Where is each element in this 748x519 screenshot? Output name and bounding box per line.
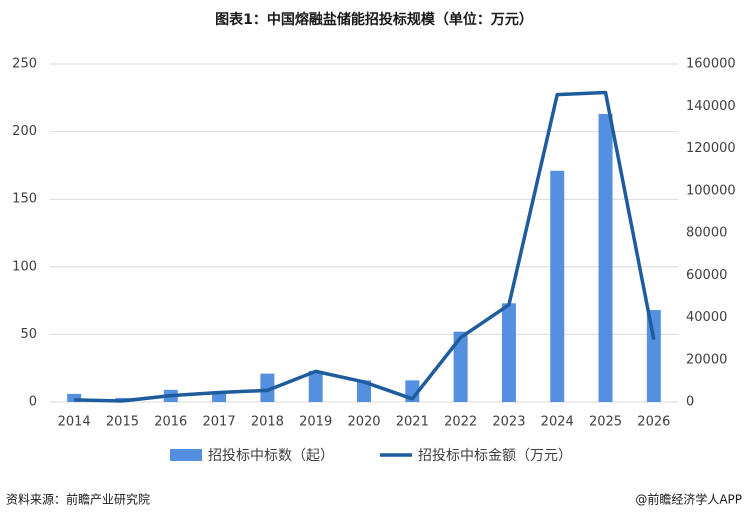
bar (67, 393, 82, 402)
x-tick-label: 2025 (589, 415, 622, 430)
x-tick-label: 2015 (106, 415, 139, 430)
bar (453, 331, 468, 402)
x-tick-label: 2020 (347, 415, 380, 430)
y2-tick-label: 100000 (686, 183, 736, 198)
y-tick-label: 0 (29, 395, 37, 410)
credit: @前瞻经济学人APP (635, 492, 742, 507)
legend-swatch (170, 449, 202, 461)
y2-tick-label: 20000 (686, 352, 727, 367)
x-tick-label: 2022 (444, 415, 477, 430)
x-tick-label: 2019 (299, 415, 332, 430)
y-tick-label: 50 (20, 327, 37, 342)
x-tick-label: 2016 (154, 415, 187, 430)
x-tick-label: 2014 (58, 415, 91, 430)
bar (550, 170, 565, 402)
y2-tick-label: 120000 (686, 141, 736, 156)
y2-tick-label: 80000 (686, 226, 727, 241)
bar (212, 392, 227, 402)
x-tick-label: 2024 (541, 415, 574, 430)
bar (260, 373, 275, 402)
y-tick-label: 150 (12, 192, 37, 207)
y-tick-label: 100 (12, 259, 37, 274)
y2-tick-label: 160000 (686, 57, 736, 72)
bar (598, 114, 613, 403)
bar (357, 380, 371, 402)
legend-label: 招投标中标数（起） (208, 448, 334, 464)
legend-label: 招投标中标金额（万元） (418, 448, 572, 464)
y-tick-label: 200 (12, 124, 37, 139)
line (74, 90, 656, 403)
chart-title: 图表1：中国熔融盐储能招投标规模（单位：万元） (215, 11, 533, 28)
bar (308, 370, 323, 402)
source: 资料来源：前瞻产业研究院 (6, 492, 150, 507)
y2-tick-label: 0 (686, 395, 694, 410)
x-tick-label: 2018 (251, 415, 284, 430)
bar (646, 310, 661, 402)
x-tick-label: 2021 (396, 415, 429, 430)
y2-tick-label: 60000 (686, 268, 727, 283)
y-tick-label: 250 (12, 57, 37, 72)
x-tick-label: 2026 (637, 415, 670, 430)
x-tick-label: 2017 (203, 415, 236, 430)
x-tick-label: 2023 (492, 415, 525, 430)
y2-tick-label: 140000 (686, 99, 736, 114)
y2-tick-label: 40000 (686, 310, 727, 325)
bar (501, 303, 516, 402)
